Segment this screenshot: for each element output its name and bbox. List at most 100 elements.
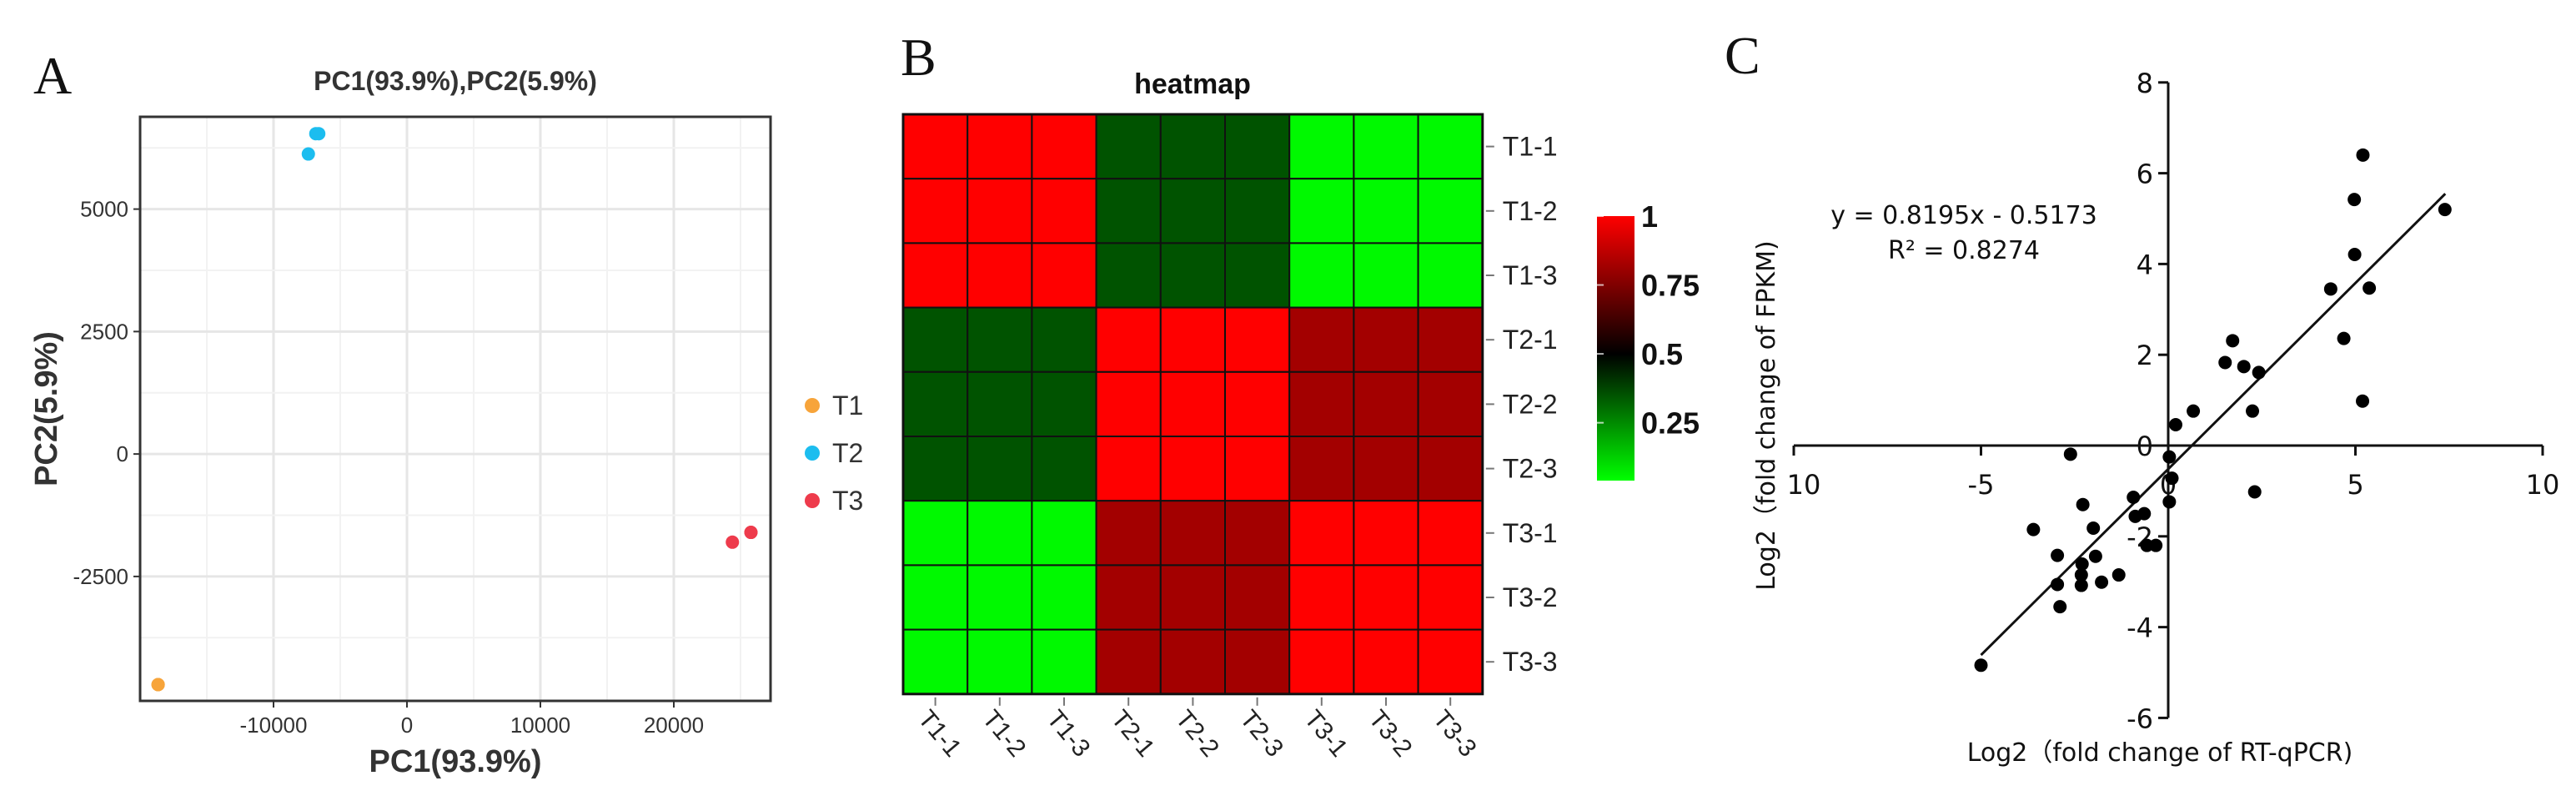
heatmap-cell bbox=[967, 628, 1033, 695]
legend-label-t2: T2 bbox=[832, 438, 863, 468]
heatmap-row-label: T2-3 bbox=[1503, 454, 1558, 484]
heatmap-cell bbox=[902, 113, 969, 180]
c-x-label: Log2（fold change of RT-qPCR) bbox=[1967, 738, 2353, 768]
heatmap-cell bbox=[1095, 113, 1162, 180]
heatmap-cell bbox=[1159, 628, 1227, 695]
heatmap-col-label: T3-2 bbox=[1363, 705, 1418, 762]
heatmap-cell bbox=[1159, 178, 1227, 244]
heatmap-cell bbox=[1353, 113, 1419, 180]
heatmap-title: heatmap bbox=[1134, 68, 1251, 100]
heatmap-cell bbox=[1031, 178, 1097, 244]
c-y-tick-label: 8 bbox=[2137, 68, 2153, 99]
heatmap-row-label: T3-3 bbox=[1503, 647, 1558, 677]
heatmap-cell bbox=[902, 370, 969, 437]
correlation-panel: C y = 0.8195x - 0.5173 R² = 0.8274 Log2（… bbox=[1725, 26, 2559, 768]
c-y-tick-label: 0 bbox=[2137, 431, 2153, 462]
data-point bbox=[2162, 495, 2177, 509]
pca-title: PC1(93.9%),PC2(5.9%) bbox=[314, 66, 597, 96]
panel-label-c: C bbox=[1725, 26, 1760, 85]
data-point bbox=[2226, 334, 2240, 348]
legend-marker-t2 bbox=[805, 446, 820, 461]
heatmap-cell bbox=[967, 370, 1033, 437]
data-point bbox=[2051, 548, 2065, 562]
heatmap-cell bbox=[1031, 628, 1097, 695]
data-point bbox=[2337, 331, 2351, 345]
c-x-tick-label: 10 bbox=[2526, 469, 2560, 501]
pca-point-t1 bbox=[151, 678, 165, 692]
heatmap-cell bbox=[1224, 370, 1291, 437]
pca-panel: A PC1(93.9%),PC2(5.9%) PC1(93.9%) PC2(5.… bbox=[29, 46, 863, 779]
heatmap-cell bbox=[1417, 564, 1484, 631]
legend-label-t1: T1 bbox=[832, 390, 863, 421]
data-point bbox=[2356, 148, 2370, 162]
c-y-tick-label: -4 bbox=[2127, 612, 2153, 644]
heatmap-cell bbox=[1224, 178, 1291, 244]
heatmap-cell bbox=[1159, 113, 1227, 180]
r-squared: R² = 0.8274 bbox=[1888, 236, 2040, 265]
heatmap-cell bbox=[1095, 370, 1162, 437]
pca-x-tick-label: 20000 bbox=[644, 713, 704, 738]
heatmap-cell bbox=[1031, 500, 1097, 567]
pca-y-tick-label: 5000 bbox=[80, 197, 128, 222]
colorbar-tick-label: 0.5 bbox=[1641, 337, 1683, 371]
pca-x-tick-label: 10000 bbox=[510, 713, 570, 738]
c-y-tick-label: -6 bbox=[2127, 703, 2153, 734]
heatmap-cell bbox=[1159, 370, 1227, 437]
heatmap-row-label: T1-3 bbox=[1503, 260, 1558, 290]
heatmap-cell bbox=[1159, 564, 1227, 631]
panel-label-a: A bbox=[33, 46, 72, 105]
heatmap-cell bbox=[902, 178, 969, 244]
c-y-label: Log2（fold change of FPKM) bbox=[1752, 240, 1781, 591]
heatmap-cell bbox=[1353, 178, 1419, 244]
heatmap-cell bbox=[1031, 564, 1097, 631]
heatmap-col-label: T2-3 bbox=[1234, 705, 1288, 762]
c-y-tick-label: 4 bbox=[2137, 249, 2153, 280]
heatmap-col-label: T2-2 bbox=[1170, 705, 1224, 762]
c-x-tick-label: 10 bbox=[1787, 469, 1821, 501]
heatmap-cell bbox=[1417, 178, 1484, 244]
data-point bbox=[2356, 394, 2370, 408]
c-x-tick-label: -5 bbox=[1968, 469, 1995, 501]
data-point bbox=[2165, 471, 2179, 486]
pca-point-t3 bbox=[726, 535, 740, 549]
pca-x-label: PC1(93.9%) bbox=[369, 744, 542, 779]
heatmap-cell bbox=[1159, 436, 1227, 502]
data-point bbox=[2076, 497, 2090, 511]
colorbar-tick-label: 0.25 bbox=[1641, 406, 1700, 441]
heatmap-cell bbox=[967, 436, 1033, 502]
pca-point-t2 bbox=[301, 147, 315, 161]
heatmap-cell bbox=[1224, 113, 1291, 180]
heatmap-cell bbox=[1288, 564, 1355, 631]
heatmap-cell bbox=[1353, 306, 1419, 373]
data-point bbox=[2168, 417, 2182, 431]
heatmap-col-label: T2-1 bbox=[1106, 705, 1160, 762]
pca-y-tick-label: 2500 bbox=[80, 319, 128, 344]
heatmap-cell bbox=[1417, 436, 1484, 502]
data-point bbox=[2112, 568, 2126, 582]
data-point bbox=[2246, 404, 2260, 418]
data-point bbox=[1974, 658, 1988, 673]
data-point bbox=[2323, 282, 2337, 296]
c-y-tick-label: 2 bbox=[2137, 340, 2153, 371]
heatmap-cell bbox=[967, 500, 1033, 567]
pca-y-tick-label: 0 bbox=[117, 441, 128, 466]
data-point bbox=[2086, 521, 2101, 536]
heatmap-row-label: T1-1 bbox=[1503, 132, 1558, 162]
panel-label-b: B bbox=[901, 28, 936, 87]
heatmap-cell bbox=[1417, 370, 1484, 437]
heatmap-cell bbox=[1288, 306, 1355, 373]
data-point bbox=[2051, 577, 2065, 592]
data-point bbox=[2348, 193, 2362, 207]
data-point bbox=[2363, 281, 2377, 295]
heatmap-cell bbox=[1095, 242, 1162, 309]
data-point bbox=[2127, 491, 2141, 505]
pca-y-tick-label: -2500 bbox=[73, 564, 129, 589]
heatmap-row-label: T1-2 bbox=[1503, 196, 1558, 226]
heatmap-cell bbox=[1031, 436, 1097, 502]
heatmap-cell bbox=[1353, 564, 1419, 631]
heatmap-cell bbox=[967, 178, 1033, 244]
heatmap-cell bbox=[1031, 370, 1097, 437]
heatmap-cell bbox=[1095, 306, 1162, 373]
data-point bbox=[2187, 404, 2201, 418]
data-point bbox=[2063, 447, 2077, 461]
